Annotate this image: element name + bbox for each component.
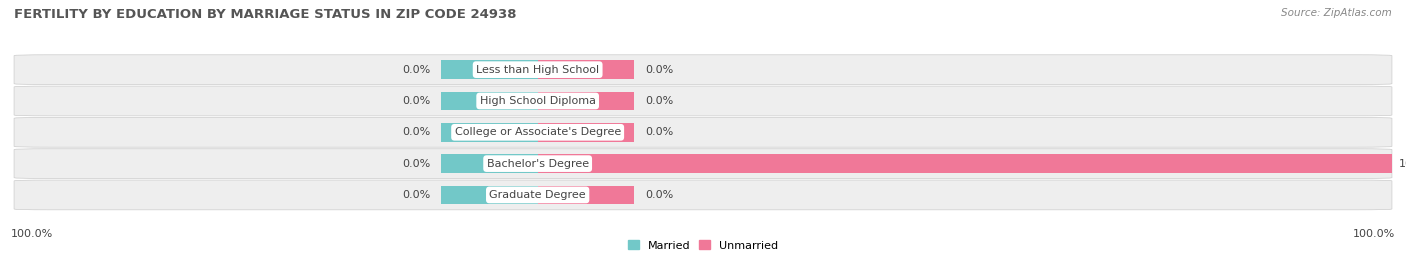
Text: Source: ZipAtlas.com: Source: ZipAtlas.com <box>1281 8 1392 18</box>
Bar <box>441 185 537 204</box>
FancyBboxPatch shape <box>14 180 1392 210</box>
Text: Less than High School: Less than High School <box>477 65 599 75</box>
Text: 100.0%: 100.0% <box>1399 158 1406 169</box>
Bar <box>537 92 634 110</box>
FancyBboxPatch shape <box>14 117 1392 147</box>
Bar <box>441 123 537 142</box>
Bar <box>537 154 1392 173</box>
FancyBboxPatch shape <box>14 86 1392 116</box>
Text: FERTILITY BY EDUCATION BY MARRIAGE STATUS IN ZIP CODE 24938: FERTILITY BY EDUCATION BY MARRIAGE STATU… <box>14 8 516 21</box>
Text: High School Diploma: High School Diploma <box>479 96 596 106</box>
Text: 0.0%: 0.0% <box>402 65 430 75</box>
Text: 0.0%: 0.0% <box>645 65 673 75</box>
Legend: Married, Unmarried: Married, Unmarried <box>623 236 783 255</box>
Text: 0.0%: 0.0% <box>402 158 430 169</box>
Bar <box>537 123 634 142</box>
Text: 100.0%: 100.0% <box>1353 230 1395 239</box>
Text: Graduate Degree: Graduate Degree <box>489 190 586 200</box>
FancyBboxPatch shape <box>14 149 1392 178</box>
Text: College or Associate's Degree: College or Associate's Degree <box>454 127 621 137</box>
Text: 100.0%: 100.0% <box>11 230 53 239</box>
Bar <box>537 185 634 204</box>
Bar <box>441 60 537 79</box>
Text: 0.0%: 0.0% <box>645 96 673 106</box>
Text: 0.0%: 0.0% <box>402 96 430 106</box>
Bar <box>537 60 634 79</box>
Text: 0.0%: 0.0% <box>402 127 430 137</box>
Text: Bachelor's Degree: Bachelor's Degree <box>486 158 589 169</box>
Bar <box>441 154 537 173</box>
FancyBboxPatch shape <box>14 55 1392 85</box>
Bar <box>441 92 537 110</box>
Text: 0.0%: 0.0% <box>402 190 430 200</box>
Text: 0.0%: 0.0% <box>645 127 673 137</box>
Text: 0.0%: 0.0% <box>645 190 673 200</box>
